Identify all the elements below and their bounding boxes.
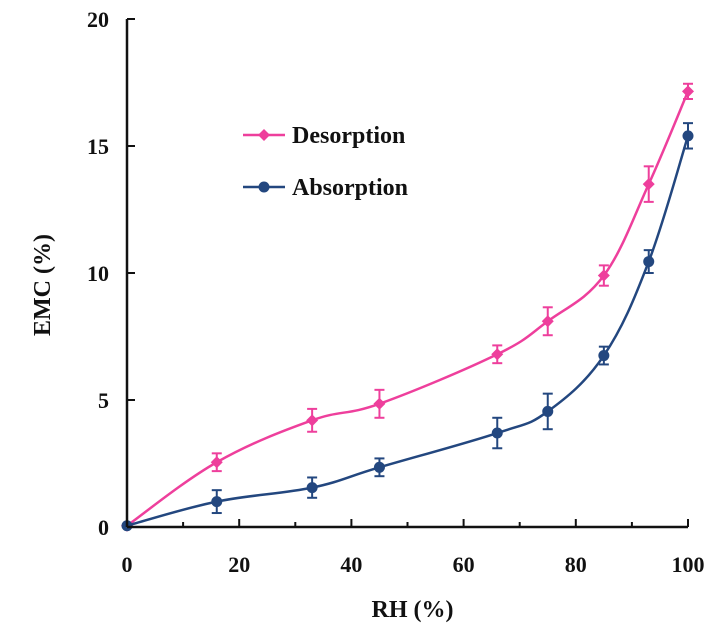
legend-entry-absorption: Absorption xyxy=(243,175,408,201)
x-tick-label: 100 xyxy=(672,552,705,577)
legend: Desorption Absorption xyxy=(243,123,408,201)
x-tick-label: 40 xyxy=(340,552,362,577)
data-point-diamond xyxy=(306,414,319,427)
data-point-circle xyxy=(211,496,223,508)
y-tick-label: 10 xyxy=(87,261,109,286)
x-tick-label: 0 xyxy=(122,552,133,577)
legend-label-desorption: Desorption xyxy=(292,123,405,149)
data-point-circle xyxy=(643,256,655,268)
data-point-diamond xyxy=(642,178,655,191)
x-axis-ticks: 0 20 40 60 80 100 xyxy=(122,519,705,577)
series-layer xyxy=(121,82,694,532)
data-point-diamond xyxy=(491,348,504,361)
y-tick-label: 15 xyxy=(87,134,109,159)
data-point-circle xyxy=(373,461,385,473)
axes: 0 20 40 60 80 100 0 5 10 15 20 xyxy=(87,7,705,577)
x-tick-label: 60 xyxy=(453,552,475,577)
data-point-circle xyxy=(542,405,554,417)
data-point-diamond xyxy=(373,397,386,410)
y-tick-label: 5 xyxy=(98,388,109,413)
legend-label-absorption: Absorption xyxy=(292,175,408,201)
legend-marker-diamond xyxy=(258,129,270,141)
data-point-diamond xyxy=(597,269,610,282)
y-axis-ticks: 0 5 10 15 20 xyxy=(87,7,135,540)
data-point-diamond xyxy=(210,456,223,469)
legend-entry-desorption: Desorption xyxy=(243,123,405,149)
x-tick-label: 20 xyxy=(228,552,250,577)
y-axis-title: EMC (%) xyxy=(30,234,56,336)
y-tick-label: 0 xyxy=(98,515,109,540)
data-point-diamond xyxy=(541,315,554,328)
series-absorption xyxy=(121,122,694,532)
series-desorption xyxy=(121,82,694,532)
data-point-circle xyxy=(682,130,694,142)
series-line xyxy=(126,90,690,527)
data-point-diamond xyxy=(682,85,694,98)
data-point-circle xyxy=(306,482,318,494)
data-point-circle xyxy=(598,350,610,362)
data-point-circle xyxy=(491,427,503,439)
y-tick-label: 20 xyxy=(87,7,109,32)
legend-marker-circle xyxy=(258,181,270,193)
x-axis-title: RH (%) xyxy=(372,597,454,623)
x-tick-label: 80 xyxy=(565,552,587,577)
